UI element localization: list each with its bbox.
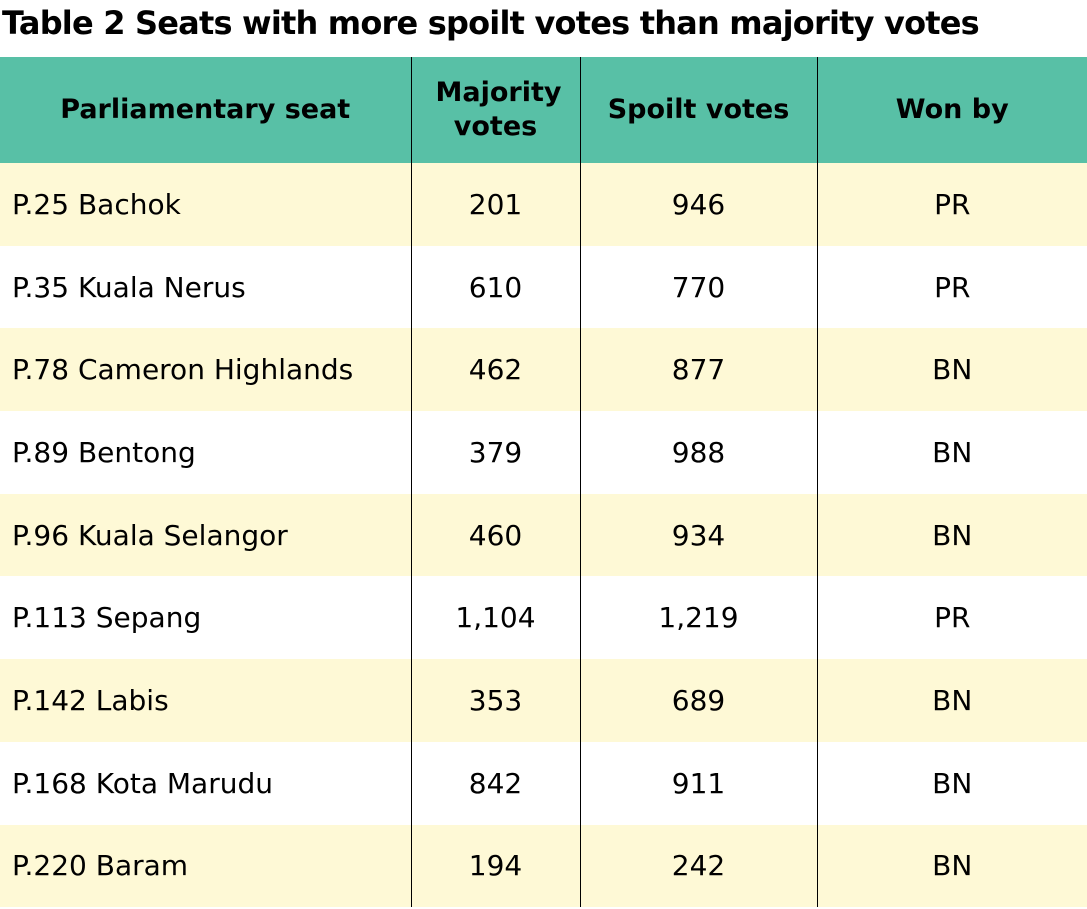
table-row: P.89 Bentong 379 988 BN (0, 411, 1087, 494)
table-row: P.220 Baram 194 242 BN (0, 824, 1087, 908)
header-majority-label: Majority votes (435, 77, 562, 142)
won-by-cell: BN (817, 493, 1087, 577)
spoilt-votes-cell: 877 (580, 328, 818, 412)
table-row: P.113 Sepang 1,104 1,219 PR (0, 576, 1087, 660)
seat-cell: P.25 Bachok (0, 163, 412, 246)
table-row: P.35 Kuala Nerus 610 770 PR (0, 245, 1087, 329)
seat-cell: P.168 Kota Marudu (0, 741, 412, 825)
won-by-cell: BN (817, 824, 1087, 908)
table-title: Table 2 Seats with more spoilt votes tha… (2, 4, 980, 42)
won-by-cell: BN (932, 766, 973, 800)
won-by-cell: BN (817, 328, 1087, 412)
won-by-cell: BN (932, 435, 973, 469)
majority-votes-cell: 610 (411, 245, 581, 329)
spoilt-votes-cell: 242 (580, 824, 818, 908)
header-spoilt: Spoilt votes (580, 57, 818, 163)
seat-cell: P.89 Bentong (0, 411, 412, 494)
won-by-cell: BN (817, 659, 1087, 742)
won-by-cell: PR (934, 601, 971, 635)
spoilt-votes-cell: 770 (580, 245, 818, 329)
header-majority: Majority votes (411, 57, 581, 163)
majority-votes-cell: 460 (411, 493, 581, 577)
table-row: P.168 Kota Marudu 842 911 BN (0, 741, 1087, 825)
header-row: Parliamentary seat Majority votes Spoilt… (0, 57, 1087, 163)
spoilt-votes-cell: 911 (580, 741, 818, 825)
won-by-cell: PR (817, 163, 1087, 246)
spoilt-votes-cell: 689 (580, 659, 818, 742)
spoilt-votes-cell: 934 (580, 493, 818, 577)
majority-votes-cell: 379 (411, 411, 581, 494)
majority-votes-cell: 201 (411, 163, 581, 246)
spoilt-votes-cell: 988 (580, 411, 818, 494)
seat-cell: P.142 Labis (0, 659, 412, 742)
seat-cell: P.78 Cameron Highlands (0, 328, 412, 412)
spoilt-votes-cell: 1,219 (580, 576, 818, 660)
seat-cell: P.35 Kuala Nerus (0, 245, 412, 329)
table-row: P.142 Labis 353 689 BN (0, 659, 1087, 742)
header-seat: Parliamentary seat (0, 57, 412, 163)
majority-votes-cell: 194 (411, 824, 581, 908)
table-row: P.78 Cameron Highlands 462 877 BN (0, 328, 1087, 412)
header-won-by: Won by (817, 57, 1087, 163)
spoilt-votes-cell: 946 (580, 163, 818, 246)
won-by-cell: PR (934, 270, 971, 304)
seat-cell: P.96 Kuala Selangor (0, 493, 412, 577)
majority-votes-cell: 353 (411, 659, 581, 742)
majority-votes-cell: 842 (411, 741, 581, 825)
seat-cell: P.113 Sepang (0, 576, 412, 660)
seat-cell: P.220 Baram (0, 824, 412, 908)
majority-votes-cell: 462 (411, 328, 581, 412)
majority-votes-cell: 1,104 (411, 576, 581, 660)
table-row: P.25 Bachok 201 946 PR (0, 163, 1087, 246)
seats-table: Parliamentary seat Majority votes Spoilt… (0, 57, 1087, 908)
table-row: P.96 Kuala Selangor 460 934 BN (0, 493, 1087, 577)
